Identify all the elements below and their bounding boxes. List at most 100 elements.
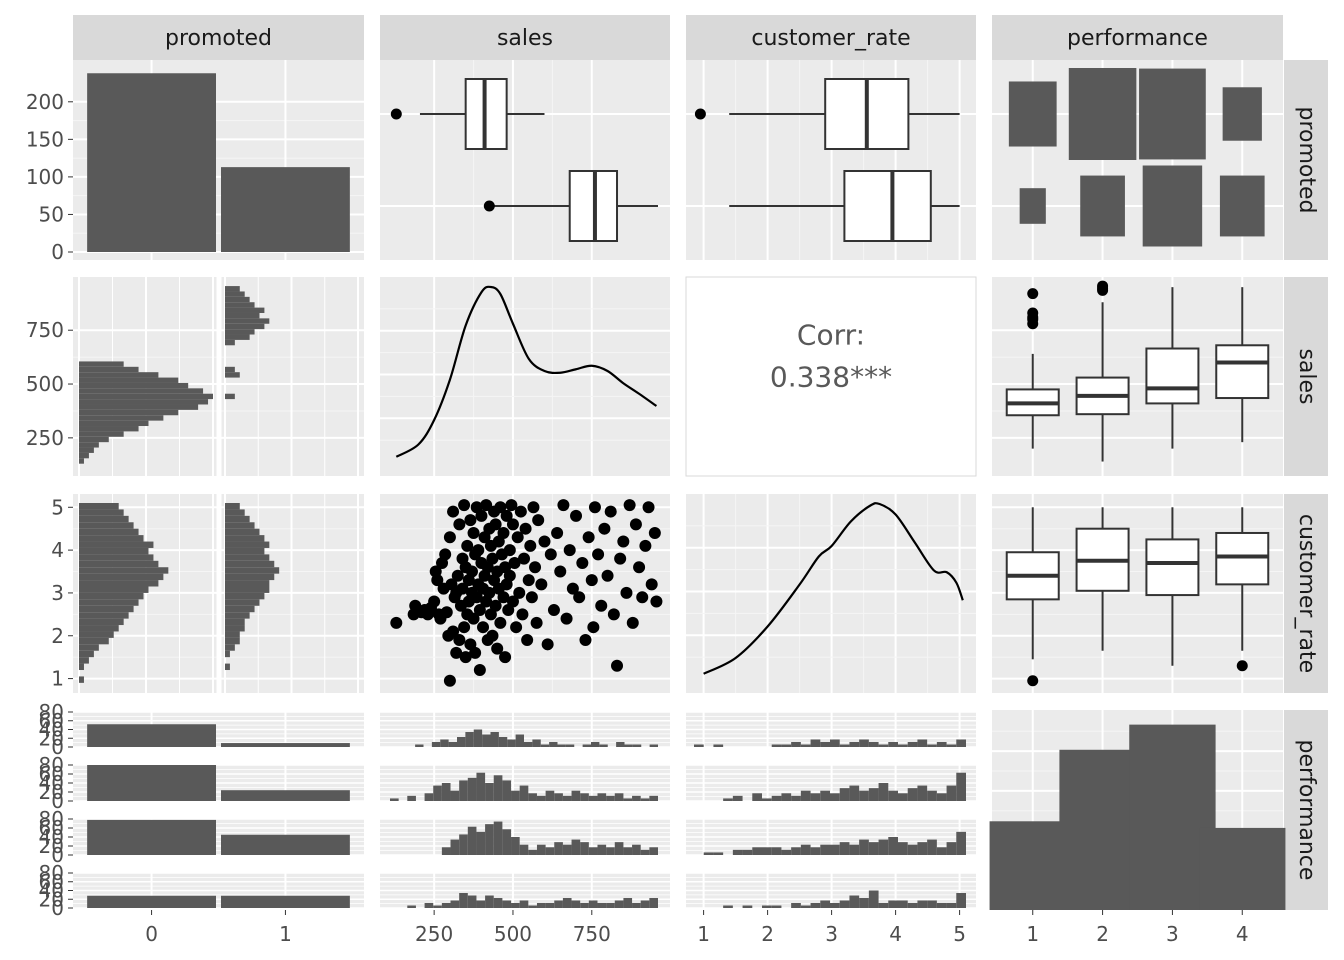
scatter-point <box>650 595 663 608</box>
hist-bar-promoted-0 <box>79 393 213 400</box>
hist-bar-promoted-0 <box>79 605 134 613</box>
subpanel-r4-c2-perf-2 <box>380 764 670 802</box>
hist-bar-promoted-0 <box>79 541 154 548</box>
scatter-point <box>518 552 530 565</box>
hist-bar-perf-4 <box>519 900 529 908</box>
outlier-point <box>1027 675 1039 687</box>
hist-bar-perf-3 <box>554 842 563 855</box>
bar-perf-2-promoted-1 <box>221 790 350 801</box>
hist-bar-perf-1 <box>810 739 821 747</box>
y-tick-label-count: 0 <box>51 843 64 867</box>
hist-bar-promoted-0 <box>79 515 129 523</box>
scatter-point <box>557 499 570 512</box>
hist-bar-perf-4 <box>723 905 733 908</box>
scatter-point <box>570 509 583 522</box>
hist-bar-perf-1 <box>515 734 524 747</box>
hist-bar-perf-3 <box>493 821 503 855</box>
boxplot-promoted-1 <box>483 170 658 242</box>
hist-bar-perf-3 <box>791 847 801 855</box>
hist-bar-perf-1 <box>616 742 625 747</box>
scatter-point <box>582 531 595 544</box>
outlier-point <box>694 108 706 120</box>
scatter-point <box>620 586 633 599</box>
scatter-point <box>503 569 516 582</box>
scatter-point <box>560 612 573 625</box>
density-curve <box>703 502 964 675</box>
y-tick-label-customer-rate: 5 <box>51 495 64 519</box>
hist-bar-perf-1 <box>582 744 591 747</box>
hist-bar-promoted-1 <box>225 323 265 330</box>
subpanel-r4-c3-perf-3 <box>686 818 976 856</box>
hist-bar-perf-1 <box>540 744 550 747</box>
scatter-point <box>585 574 598 587</box>
hist-bar-perf-4 <box>528 905 537 908</box>
subpanel-r4-c3-perf-1 <box>686 711 976 748</box>
scatter-point <box>453 518 466 531</box>
y-tick-label-sales: 500 <box>26 372 64 396</box>
hist-bar-perf-1 <box>465 732 474 747</box>
hist-bar-perf-1 <box>820 742 830 747</box>
scatter-point <box>467 526 480 539</box>
subpanel-r4-c3-perf-2 <box>686 764 976 802</box>
scatter-point <box>506 595 519 608</box>
hist-bar-perf-2 <box>554 793 563 801</box>
scatter-point <box>554 565 567 578</box>
scatter-point <box>511 531 524 544</box>
boxplot-performance-2 <box>1075 280 1130 462</box>
panel-background <box>380 277 670 476</box>
hist-bar-perf-1 <box>482 734 491 747</box>
hist-bar-promoted-0 <box>79 426 139 432</box>
hist-bar-perf-3 <box>927 839 937 855</box>
scatter-point <box>629 518 642 531</box>
hist-bar-perf-1 <box>849 742 860 747</box>
hist-bar-perf-1 <box>507 739 516 747</box>
subpanel-r4-c3-perf-4 <box>686 872 976 909</box>
bar-perf-4-promoted-0 <box>87 895 216 908</box>
scatter-point <box>443 531 456 544</box>
y-tick-label-promoted-count: 50 <box>39 202 64 226</box>
panel-r2-c1 <box>73 277 364 476</box>
panel-r1-c4 <box>992 60 1283 260</box>
hist-bar-perf-3 <box>606 847 615 855</box>
hist-bar-promoted-0 <box>79 599 139 606</box>
hist-bar-promoted-1 <box>225 291 245 297</box>
hist-bar-perf-1 <box>649 744 658 747</box>
hist-bar-perf-1 <box>557 744 566 747</box>
scatter-point <box>475 509 488 522</box>
hist-bar-perf-4 <box>771 905 782 908</box>
y-tick-label-promoted-count: 100 <box>26 165 64 189</box>
x-tick-label-performance: 2 <box>1096 922 1109 946</box>
hist-bar-perf-1 <box>431 742 441 747</box>
box <box>843 170 932 242</box>
scatter-point <box>529 561 542 574</box>
hist-bar-perf-2 <box>898 793 908 801</box>
row-strip-customer_rate <box>1284 494 1328 693</box>
x-tick-label-sales: 250 <box>415 922 453 946</box>
scatter-point <box>494 501 507 514</box>
scatter-point <box>473 604 486 617</box>
hist-bar-perf-3 <box>781 849 792 855</box>
hist-bar-perf-2 <box>545 790 555 801</box>
scatter-point <box>541 638 554 651</box>
tile-promoted-0-performance-3 <box>1139 68 1206 160</box>
row-strip-label-performance: performance <box>1294 740 1319 881</box>
boxplot-performance-1 <box>1005 288 1060 449</box>
hist-bar-perf-1 <box>448 742 457 747</box>
y-tick-label-customer-rate: 4 <box>51 538 64 562</box>
row-strip-promoted <box>1284 60 1328 260</box>
hist-bar-promoted-0 <box>79 458 84 464</box>
y-tick-label-count: 60 <box>39 709 64 733</box>
boxplot-performance-3 <box>1145 287 1200 449</box>
hist-bar-perf-2 <box>519 785 529 801</box>
hist-bar-promoted-1 <box>225 644 235 651</box>
hist-bar-perf-4 <box>433 905 442 908</box>
hist-bar-perf-4 <box>742 905 753 908</box>
tile-promoted-1-performance-2 <box>1080 175 1125 237</box>
hist-bar-perf-4 <box>606 903 615 908</box>
hist-bar-promoted-1 <box>225 515 250 523</box>
hist-bar-perf-2 <box>839 788 850 801</box>
hist-bar-perf-4 <box>597 903 607 908</box>
hist-bar-perf-2 <box>907 788 918 801</box>
hist-bar-perf-2 <box>433 785 442 801</box>
hist-bar-promoted-0 <box>79 382 189 389</box>
